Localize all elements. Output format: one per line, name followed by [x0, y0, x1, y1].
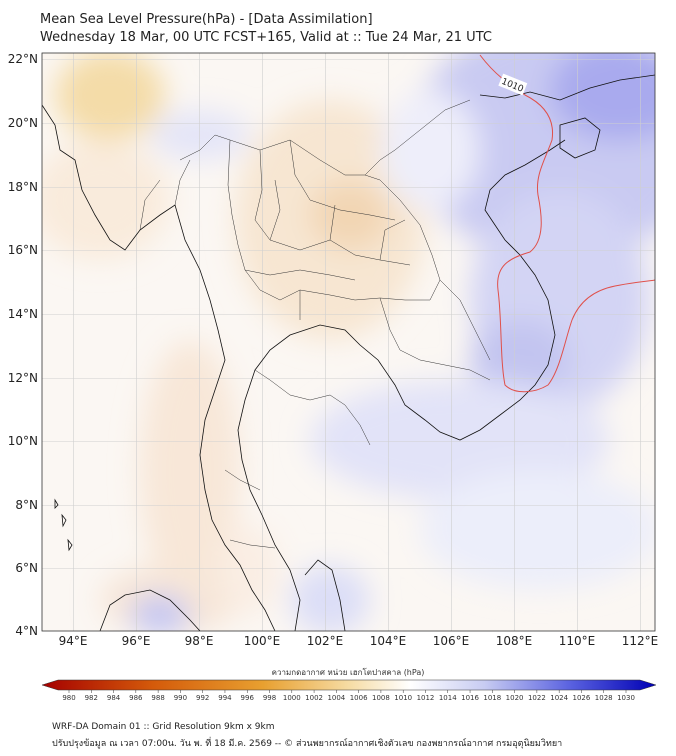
- lon-label: 96°E: [122, 634, 151, 648]
- isobar-1010: [479, 54, 655, 393]
- colorbar-tick-label: 986: [129, 694, 143, 702]
- colorbar-tick-label: 1012: [417, 694, 435, 702]
- colorbar-tick-label: 1002: [305, 694, 323, 702]
- lat-label: 14°N: [8, 307, 38, 321]
- colorbar-tick-label: 1028: [595, 694, 613, 702]
- lon-label: 106°E: [433, 634, 470, 648]
- pressure-field: 1010: [42, 53, 655, 631]
- colorbar-tick-label: 998: [263, 694, 276, 702]
- lon-label: 98°E: [185, 634, 214, 648]
- colorbar-tick-label: 1006: [350, 694, 368, 702]
- colorbar-tick-label: 992: [196, 694, 209, 702]
- pressure-map: 1010 22°N 20°N 18°N 16°N 14°N 12°N 10°N …: [8, 52, 659, 702]
- colorbar: ความกดอากาศ หน่วย เฮกโตปาสคาล (hPa) 980 9…: [41, 667, 657, 702]
- lat-axis: 22°N 20°N 18°N 16°N 14°N 12°N 10°N 8°N 6…: [8, 52, 38, 638]
- lat-label: 22°N: [8, 52, 38, 66]
- map-title: Mean Sea Level Pressure(hPa) - [Data Ass…: [40, 12, 373, 27]
- lat-label: 16°N: [8, 243, 38, 257]
- colorbar-tick-label: 996: [241, 694, 255, 702]
- lat-label: 10°N: [8, 434, 38, 448]
- colorbar-bar: [41, 679, 657, 691]
- lon-label: 112°E: [622, 634, 659, 648]
- lat-label: 18°N: [8, 180, 38, 194]
- map-frame: [41, 52, 656, 632]
- colorbar-tick-label: 1026: [573, 694, 591, 702]
- lon-label: 108°E: [496, 634, 533, 648]
- lon-label: 102°E: [307, 634, 344, 648]
- lat-label: 4°N: [15, 624, 38, 638]
- lat-label: 8°N: [15, 498, 38, 512]
- colorbar-tick-label: 1014: [439, 694, 457, 702]
- colorbar-tick-label: 1024: [550, 694, 568, 702]
- colorbar-tick-label: 982: [85, 694, 98, 702]
- colorbar-tick-label: 1022: [528, 694, 546, 702]
- colorbar-tick-label: 1004: [327, 694, 345, 702]
- map-subtitle: Wednesday 18 Mar, 00 UTC FCST+165, Valid…: [40, 30, 492, 45]
- colorbar-tick-label: 1016: [461, 694, 479, 702]
- colorbar-tick-label: 988: [151, 694, 164, 702]
- colorbar-tick-label: 1000: [283, 694, 301, 702]
- lon-label: 100°E: [244, 634, 281, 648]
- lat-label: 12°N: [8, 371, 38, 385]
- province-borders: [139, 99, 491, 549]
- footer-line-2: ปรับปรุงข้อมูล ณ เวลา 07:00น. วัน พ. ที่…: [52, 739, 563, 749]
- colorbar-tick-label: 1008: [372, 694, 390, 702]
- lon-label: 94°E: [59, 634, 88, 648]
- lat-label: 20°N: [8, 116, 38, 130]
- colorbar-tick-label: 1010: [394, 694, 412, 702]
- lat-label: 6°N: [15, 561, 38, 575]
- coastlines: [42, 74, 655, 631]
- lon-label: 110°E: [559, 634, 596, 648]
- colorbar-ticks: 980 982 984 986 988 990 992 994 996 998 1000 1002 10…: [62, 690, 635, 702]
- colorbar-tick-label: 1030: [617, 694, 635, 702]
- colorbar-tick-label: 984: [107, 694, 121, 702]
- lon-label: 104°E: [370, 634, 407, 648]
- footer-line-1: WRF-DA Domain 01 :: Grid Resolution 9km …: [52, 722, 275, 732]
- colorbar-tick-label: 1018: [483, 694, 501, 702]
- colorbar-title: ความกดอากาศ หน่วย เฮกโตปาสคาล (hPa): [272, 667, 425, 677]
- colorbar-tick-label: 994: [218, 694, 232, 702]
- colorbar-tick-label: 1020: [506, 694, 524, 702]
- colorbar-tick-label: 990: [174, 694, 187, 702]
- colorbar-tick-label: 980: [62, 694, 75, 702]
- lon-axis: 94°E 96°E 98°E 100°E 102°E 104°E 106°E 1…: [59, 634, 659, 648]
